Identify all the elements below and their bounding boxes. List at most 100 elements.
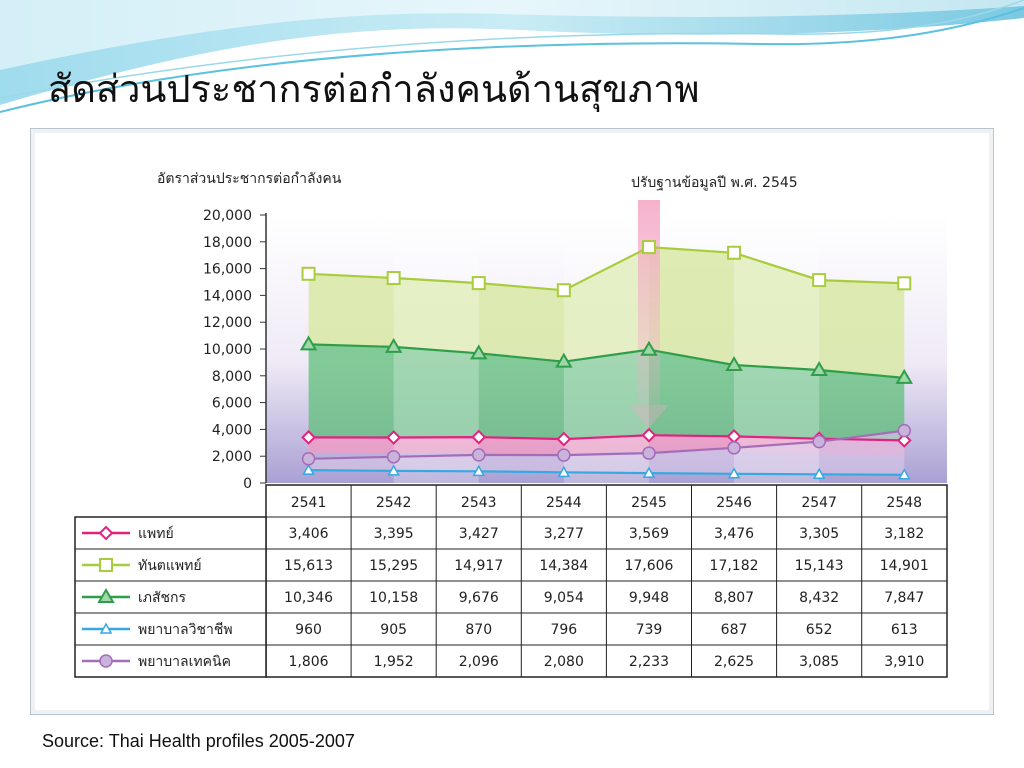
column-stripe — [563, 215, 649, 483]
table-cell-value: 3,305 — [799, 526, 839, 542]
table-header-year: 2546 — [716, 495, 752, 511]
table-cell-value: 8,432 — [799, 590, 839, 606]
data-point-s4-7 — [812, 467, 826, 480]
table-cell-value: 9,948 — [629, 590, 669, 606]
data-point-s5-7 — [812, 434, 826, 449]
legend-series-name: พยาบาลวิชาชีพ — [138, 622, 233, 638]
series-line-1 — [308, 434, 905, 442]
table-cell-value: 739 — [636, 622, 663, 638]
pharmacist-area — [308, 344, 905, 441]
table-cell-value: 15,613 — [284, 558, 333, 574]
table-cell-value: 17,182 — [710, 558, 759, 574]
table-cell-value: 17,606 — [624, 558, 673, 574]
table-cell-value: 10,346 — [284, 590, 333, 606]
data-point-s5-8 — [897, 423, 911, 438]
data-point-s1-8 — [896, 432, 912, 448]
table-cell-value: 3,277 — [544, 526, 584, 542]
table-cell-value: 3,910 — [884, 654, 924, 670]
y-tick-label: 6,000 — [212, 396, 252, 412]
data-point-s2-8 — [897, 276, 912, 291]
table-cell-value: 2,096 — [459, 654, 499, 670]
table-cell-value: 1,952 — [374, 654, 414, 670]
data-point-s4-1 — [302, 463, 315, 475]
data-point-s4-2 — [387, 464, 400, 476]
y-tick-label: 0 — [243, 476, 252, 492]
data-point-s2-4 — [556, 283, 571, 298]
data-point-s2-3 — [471, 276, 486, 291]
data-point-s5-2 — [386, 450, 401, 464]
table-header-year: 2543 — [461, 495, 497, 511]
table-header-year: 2542 — [376, 495, 412, 511]
legend-series-name: พยาบาลเทคนิค — [138, 654, 231, 670]
table-cell-value: 870 — [465, 622, 492, 638]
table-cell-value: 613 — [891, 622, 918, 638]
table-cell-value: 687 — [721, 622, 748, 638]
data-point-s3-1 — [299, 335, 318, 351]
data-point-s3-4 — [555, 352, 573, 368]
table-cell-value: 14,901 — [880, 558, 929, 574]
table-header-year: 2541 — [291, 495, 327, 511]
table-cell-value: 3,182 — [884, 526, 924, 542]
data-point-s3-2 — [384, 337, 403, 353]
y-tick-label: 12,000 — [203, 315, 252, 331]
table-cell-value: 14,917 — [454, 558, 503, 574]
legend-marker — [98, 525, 114, 541]
data-point-s3-7 — [810, 361, 828, 377]
data-point-s3-6 — [725, 356, 743, 371]
legend-marker — [99, 558, 113, 572]
legend-marker — [97, 588, 115, 603]
table-cell-value: 9,676 — [459, 590, 499, 606]
series-line-4 — [308, 469, 905, 476]
data-point-s4-3 — [472, 464, 486, 477]
annotation-arrow-shaft — [637, 200, 660, 405]
series-line-3 — [308, 343, 905, 379]
table-cell-value: 3,476 — [714, 526, 754, 542]
series-line-2 — [308, 245, 905, 292]
y-tick-label: 8,000 — [212, 369, 252, 385]
data-point-s2-5 — [641, 240, 656, 255]
table-cell-value: 652 — [806, 622, 833, 638]
table-cell-value: 3,406 — [289, 526, 329, 542]
data-point-s5-3 — [472, 448, 486, 462]
data-point-s1-4 — [556, 431, 572, 447]
data-point-s3-8 — [895, 368, 913, 384]
table-header-year: 2547 — [801, 495, 837, 511]
legend-series-name: เภสัชกร — [138, 590, 187, 606]
data-point-s4-5 — [642, 466, 656, 478]
data-point-s2-1 — [301, 266, 316, 281]
data-point-s4-8 — [897, 468, 911, 480]
series-line-5 — [308, 429, 905, 460]
table-cell-value: 10,158 — [369, 590, 418, 606]
table-cell-value: 3,395 — [374, 526, 414, 542]
table-cell-value: 7,847 — [884, 590, 924, 606]
data-point-s5-1 — [301, 452, 316, 466]
annotation-text: ปรับฐานข้อมูลปี พ.ศ. 2545 — [631, 175, 798, 191]
data-point-s4-4 — [557, 465, 571, 478]
legend-series-name: แพทย์ — [138, 525, 174, 542]
y-axis-label: อัตราส่วนประชากรต่อกำลังคน — [157, 171, 342, 187]
table-cell-value: 3,427 — [459, 526, 499, 542]
table-header-year: 2544 — [546, 495, 582, 511]
table-cell-value: 14,384 — [539, 558, 588, 574]
annotation-arrow-head — [628, 405, 669, 428]
table-cell-value: 2,625 — [714, 654, 754, 670]
legend-series-name: ทันตแพทย์ — [138, 557, 202, 574]
y-tick-label: 2,000 — [212, 449, 252, 465]
data-point-s5-4 — [557, 448, 571, 462]
table-cell-value: 796 — [550, 622, 577, 638]
table-cell-value: 960 — [295, 622, 322, 638]
table-cell-value: 3,569 — [629, 526, 669, 542]
data-point-s3-3 — [470, 344, 488, 360]
table-cell-value: 3,085 — [799, 654, 839, 670]
slide-title: สัดส่วนประชากรต่อกำลังคนด้านสุขภาพ — [48, 67, 700, 111]
table-cell-value: 15,295 — [369, 558, 418, 574]
y-tick-label: 4,000 — [212, 422, 252, 438]
data-point-s2-6 — [727, 245, 742, 260]
dentist-area — [308, 247, 905, 378]
table-cell-value: 2,080 — [544, 654, 584, 670]
legend-marker — [99, 622, 113, 634]
data-point-s4-6 — [727, 467, 741, 479]
data-point-s1-3 — [471, 429, 487, 445]
table-header-year: 2545 — [631, 495, 667, 511]
